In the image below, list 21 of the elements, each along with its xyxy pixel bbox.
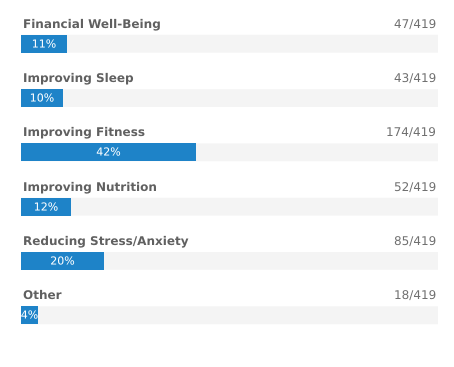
annotation: 174/419 <box>386 125 436 139</box>
annotation: 43/419 <box>394 71 436 85</box>
annotation: 85/419 <box>394 234 436 248</box>
annotation: 47/419 <box>394 17 436 31</box>
data-label: 42% <box>96 146 121 158</box>
y-tick-label: Other <box>23 288 62 302</box>
bar <box>21 35 67 53</box>
annotation: 18/419 <box>394 288 436 302</box>
bar <box>21 252 104 270</box>
data-label: 4% <box>20 308 38 322</box>
y-tick-label: Reducing Stress/Anxiety <box>23 234 189 248</box>
y-tick-label: Improving Nutrition <box>23 180 157 194</box>
data-label: 11% <box>32 38 56 50</box>
bar <box>21 198 71 216</box>
y-tick-label: Financial Well-Being <box>23 17 161 31</box>
y-tick-label: Improving Sleep <box>23 71 134 85</box>
annotation: 52/419 <box>394 180 436 194</box>
data-label: 12% <box>34 200 58 214</box>
y-tick-label: Improving Fitness <box>23 125 145 139</box>
data-label: 20% <box>50 254 75 268</box>
data-label: 10% <box>30 92 54 104</box>
